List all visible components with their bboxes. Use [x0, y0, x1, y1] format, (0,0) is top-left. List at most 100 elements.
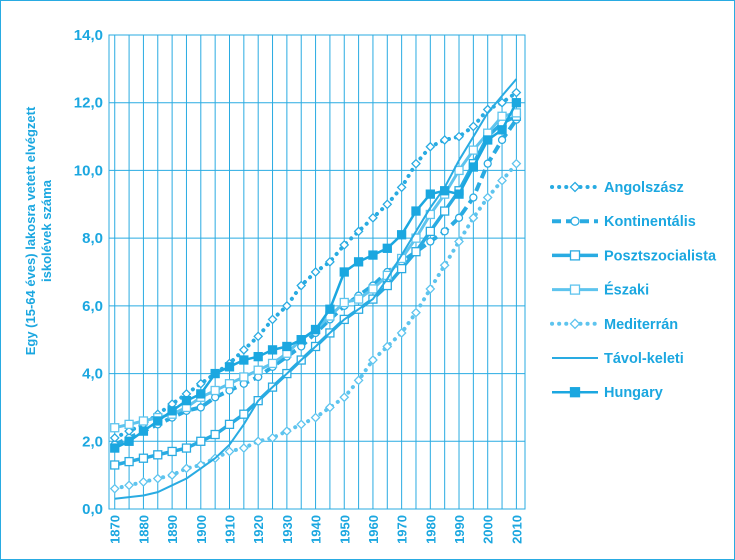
- data-point: [210, 429, 220, 440]
- data-point: [253, 331, 264, 342]
- legend: Angolszász Kontinentális Posztszocialista É…: [550, 180, 717, 401]
- data-point: [267, 432, 278, 443]
- legend-marker: [570, 216, 580, 226]
- data-point: [110, 460, 120, 470]
- data-point: [296, 280, 307, 291]
- data-point: [153, 416, 163, 426]
- data-point: [224, 379, 235, 389]
- data-point: [396, 182, 407, 193]
- data-point: [325, 304, 335, 314]
- data-point: [440, 227, 449, 236]
- legend-item: Posztszocialista: [552, 248, 717, 264]
- data-point: [339, 267, 349, 277]
- data-point: [296, 335, 306, 345]
- data-point: [181, 443, 192, 453]
- data-point: [483, 159, 492, 168]
- legend-label: Távol-keleti: [604, 351, 684, 367]
- legend-item: Kontinentális: [552, 214, 696, 230]
- data-point: [368, 250, 378, 260]
- data-point: [124, 436, 134, 446]
- data-point: [124, 419, 134, 430]
- data-point: [497, 125, 507, 135]
- x-tick-label: 1960: [366, 515, 381, 544]
- data-point: [267, 345, 278, 355]
- data-point: [425, 284, 436, 294]
- data-point: [310, 324, 321, 335]
- data-point: [138, 453, 149, 463]
- data-point: [239, 355, 249, 365]
- y-tick-label: 4,0: [82, 366, 103, 383]
- x-tick-label: 1870: [108, 515, 123, 544]
- data-point: [195, 378, 206, 389]
- data-point: [454, 213, 464, 222]
- data-point: [425, 141, 436, 152]
- x-tick-label: 1890: [165, 515, 180, 544]
- data-point: [224, 362, 235, 372]
- data-point: [153, 450, 163, 460]
- data-point: [138, 476, 149, 487]
- data-point: [440, 186, 450, 196]
- x-tick-label: 1940: [309, 515, 324, 544]
- data-point: [396, 328, 407, 338]
- x-tick-label: 1950: [337, 515, 352, 544]
- data-point: [210, 368, 220, 379]
- legend-marker: [569, 387, 581, 398]
- data-point: [339, 297, 349, 308]
- data-point: [296, 419, 307, 430]
- data-point: [267, 358, 278, 369]
- legend-label: Posztszocialista: [604, 248, 717, 264]
- data-point: [468, 145, 479, 155]
- data-point: [382, 243, 392, 253]
- data-point: [110, 443, 120, 453]
- data-point: [468, 121, 479, 132]
- data-point: [396, 230, 407, 240]
- series-4: [109, 158, 522, 494]
- data-point: [353, 294, 364, 304]
- data-point: [196, 403, 205, 412]
- data-point: [353, 257, 364, 267]
- data-point: [468, 162, 479, 172]
- data-point: [224, 446, 235, 457]
- data-point: [511, 87, 522, 98]
- data-point: [511, 98, 522, 108]
- data-point: [282, 341, 292, 352]
- data-point: [181, 463, 192, 474]
- data-point: [310, 267, 321, 277]
- data-point: [497, 175, 507, 186]
- legend-marker: [569, 284, 581, 295]
- data-point: [253, 436, 264, 447]
- legend-label: Hungary: [604, 385, 663, 401]
- y-tick-label: 0,0: [82, 501, 103, 518]
- data-point: [382, 199, 393, 210]
- data-point: [138, 426, 149, 436]
- data-point: [339, 239, 350, 250]
- data-point: [483, 135, 493, 145]
- x-tick-label: 1920: [251, 515, 266, 544]
- data-point: [368, 212, 378, 223]
- x-tick-label: 1880: [136, 515, 151, 544]
- data-point: [253, 351, 263, 362]
- data-point: [310, 412, 321, 423]
- x-tick-label: 1980: [423, 515, 438, 544]
- data-point: [167, 446, 177, 457]
- x-tick-label: 2010: [509, 515, 524, 544]
- data-point: [239, 372, 249, 382]
- legend-label: Északi: [604, 282, 649, 299]
- data-point: [253, 365, 263, 375]
- data-point: [238, 443, 249, 453]
- legend-label: Kontinentális: [604, 214, 696, 230]
- data-point: [396, 263, 407, 274]
- data-point: [482, 192, 493, 203]
- x-tick-label: 1990: [452, 515, 467, 544]
- data-point: [411, 158, 421, 169]
- data-point: [152, 473, 163, 484]
- data-point: [454, 131, 464, 142]
- series-layer: [109, 78, 522, 500]
- x-tick-label: 1900: [194, 515, 209, 544]
- data-point: [411, 307, 421, 318]
- data-point: [124, 456, 134, 467]
- legend-item: Mediterrán: [550, 317, 678, 333]
- data-point: [411, 247, 421, 257]
- data-point: [382, 341, 393, 352]
- data-point: [281, 300, 292, 311]
